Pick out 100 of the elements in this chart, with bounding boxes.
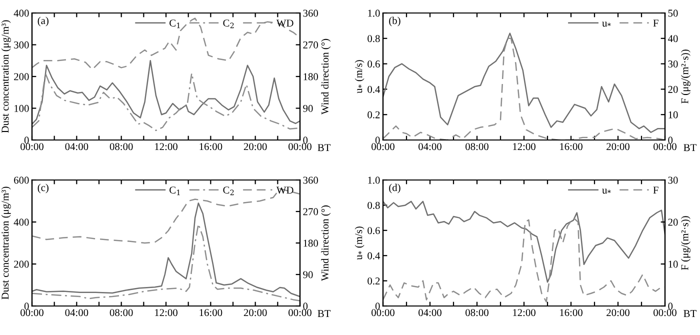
x-axis-title: BT bbox=[318, 144, 331, 152]
y-axis-title: u$_{*}$ (m/s) bbox=[354, 226, 364, 260]
y-tick-label: 0.4 bbox=[368, 86, 380, 93]
x-tick-label: 20:00 bbox=[606, 143, 630, 150]
legend-label: u$_{*}$ bbox=[602, 188, 611, 194]
y2-tick-label: 0 bbox=[303, 136, 308, 144]
y-tick-label: 0 bbox=[375, 302, 380, 310]
y-axis-title: u$_{*}$ (m/s) bbox=[354, 60, 364, 94]
y2-tick-label: 360 bbox=[303, 176, 318, 184]
x-tick-label: 00:00 bbox=[372, 143, 394, 150]
chart-title: (a) bbox=[38, 16, 48, 26]
legend-label: u$_{*}$ bbox=[602, 22, 611, 27]
legend-label: C$_{2}$ bbox=[223, 186, 234, 196]
chart-title: (b) bbox=[389, 16, 400, 26]
line-series bbox=[32, 223, 300, 302]
y-axis-title: Dust concentration (μg/m³) bbox=[1, 186, 11, 300]
x-tick-label: 20:00 bbox=[244, 309, 267, 316]
y2-axis-title: F (μg/(m²·s)) bbox=[680, 216, 690, 270]
line-series bbox=[32, 60, 300, 125]
y2-tick-label: 270 bbox=[303, 208, 318, 216]
y-tick-label: 400 bbox=[14, 218, 29, 226]
line-series bbox=[32, 202, 300, 298]
y-tick-label: 0.2 bbox=[368, 277, 380, 285]
x-tick-label: 12:00 bbox=[155, 143, 178, 150]
chart-title: (c) bbox=[38, 184, 48, 194]
y2-tick-label: 30 bbox=[668, 176, 678, 184]
y-tick-label: 0 bbox=[24, 136, 29, 144]
y2-tick-label: 20 bbox=[668, 86, 678, 93]
y2-tick-label: 0 bbox=[668, 136, 673, 144]
y2-tick-label: 360 bbox=[303, 10, 318, 17]
x-axis-title: BT bbox=[684, 310, 696, 318]
x-tick-label: 16:00 bbox=[200, 309, 222, 316]
y2-axis-title: Wind direction (°) bbox=[321, 38, 331, 115]
y-tick-label: 400 bbox=[14, 10, 29, 17]
y-tick-label: 0.4 bbox=[368, 252, 380, 260]
x-tick-label: 00:00 bbox=[654, 309, 676, 316]
y2-tick-label: 20 bbox=[668, 218, 678, 226]
x-tick-label: 04:00 bbox=[418, 143, 442, 150]
y-tick-label: 300 bbox=[14, 41, 29, 48]
y-tick-label: 200 bbox=[14, 260, 29, 268]
y-tick-label: 1.0 bbox=[368, 176, 380, 184]
y2-tick-label: 50 bbox=[668, 10, 678, 17]
legend-label: WD bbox=[276, 20, 294, 27]
x-tick-label: 04:00 bbox=[418, 309, 442, 316]
y2-tick-label: 30 bbox=[668, 60, 678, 68]
x-axis-title: BT bbox=[318, 310, 331, 318]
y-tick-label: 0.8 bbox=[368, 35, 380, 42]
y-tick-label: 0.8 bbox=[368, 202, 380, 209]
x-tick-label: 12:00 bbox=[155, 309, 178, 316]
chart-title: (d) bbox=[389, 184, 400, 194]
legend-label: C$_{2}$ bbox=[223, 20, 234, 28]
x-tick-label: 08:00 bbox=[466, 143, 488, 150]
legend-label: C$_{1}$ bbox=[170, 20, 180, 28]
x-axis-title: BT bbox=[684, 144, 696, 152]
y2-axis-title: F (μg/(m²·s)) bbox=[680, 50, 690, 104]
x-tick-label: 00:00 bbox=[20, 143, 44, 150]
y2-tick-label: 40 bbox=[668, 35, 678, 42]
x-tick-label: 12:00 bbox=[513, 309, 536, 316]
legend-label: C$_{1}$ bbox=[170, 186, 180, 196]
y2-tick-label: 270 bbox=[303, 41, 318, 48]
y2-tick-label: 0 bbox=[303, 302, 308, 310]
y2-tick-label: 180 bbox=[304, 73, 318, 80]
y-tick-label: 0.6 bbox=[368, 227, 380, 234]
y-tick-label: 600 bbox=[14, 176, 29, 184]
x-tick-label: 00:00 bbox=[20, 309, 44, 316]
y2-tick-label: 90 bbox=[303, 271, 313, 278]
x-tick-label: 00:00 bbox=[654, 143, 676, 150]
x-tick-label: 20:00 bbox=[606, 309, 630, 316]
line-series bbox=[383, 200, 665, 283]
x-tick-label: 16:00 bbox=[560, 143, 582, 150]
x-tick-label: 12:00 bbox=[513, 143, 536, 150]
legend-label: WD bbox=[276, 186, 294, 194]
line-series bbox=[32, 72, 300, 132]
legend-label: F bbox=[653, 186, 658, 194]
y-tick-label: 200 bbox=[14, 73, 29, 80]
y-tick-label: 0 bbox=[375, 136, 380, 144]
x-tick-label: 04:00 bbox=[65, 143, 88, 150]
x-tick-label: 04:00 bbox=[65, 309, 88, 316]
x-tick-label: 16:00 bbox=[200, 143, 222, 150]
x-tick-label: 16:00 bbox=[560, 309, 582, 316]
y2-tick-label: 10 bbox=[668, 260, 678, 268]
y-tick-label: 1.0 bbox=[368, 10, 380, 17]
y2-tick-label: 90 bbox=[303, 104, 313, 112]
y-tick-label: 0 bbox=[24, 302, 29, 310]
x-tick-label: 00:00 bbox=[288, 309, 312, 316]
y2-tick-label: 180 bbox=[304, 240, 318, 247]
legend-label: F bbox=[653, 20, 658, 27]
y-tick-label: 0.2 bbox=[368, 111, 380, 118]
x-tick-label: 08:00 bbox=[110, 309, 133, 316]
y2-tick-label: 0 bbox=[668, 302, 673, 310]
y-axis-title: Dust concentration (μg/m³) bbox=[1, 20, 11, 133]
x-tick-label: 00:00 bbox=[288, 143, 312, 150]
y2-tick-label: 10 bbox=[668, 111, 678, 118]
x-tick-label: 20:00 bbox=[244, 143, 267, 150]
y2-axis-title: Wind direction (°) bbox=[321, 205, 331, 282]
x-tick-label: 00:00 bbox=[372, 309, 394, 316]
x-tick-label: 08:00 bbox=[466, 309, 488, 316]
x-tick-label: 08:00 bbox=[110, 143, 133, 150]
y-tick-label: 0.6 bbox=[368, 60, 380, 68]
y-tick-label: 100 bbox=[14, 104, 29, 112]
